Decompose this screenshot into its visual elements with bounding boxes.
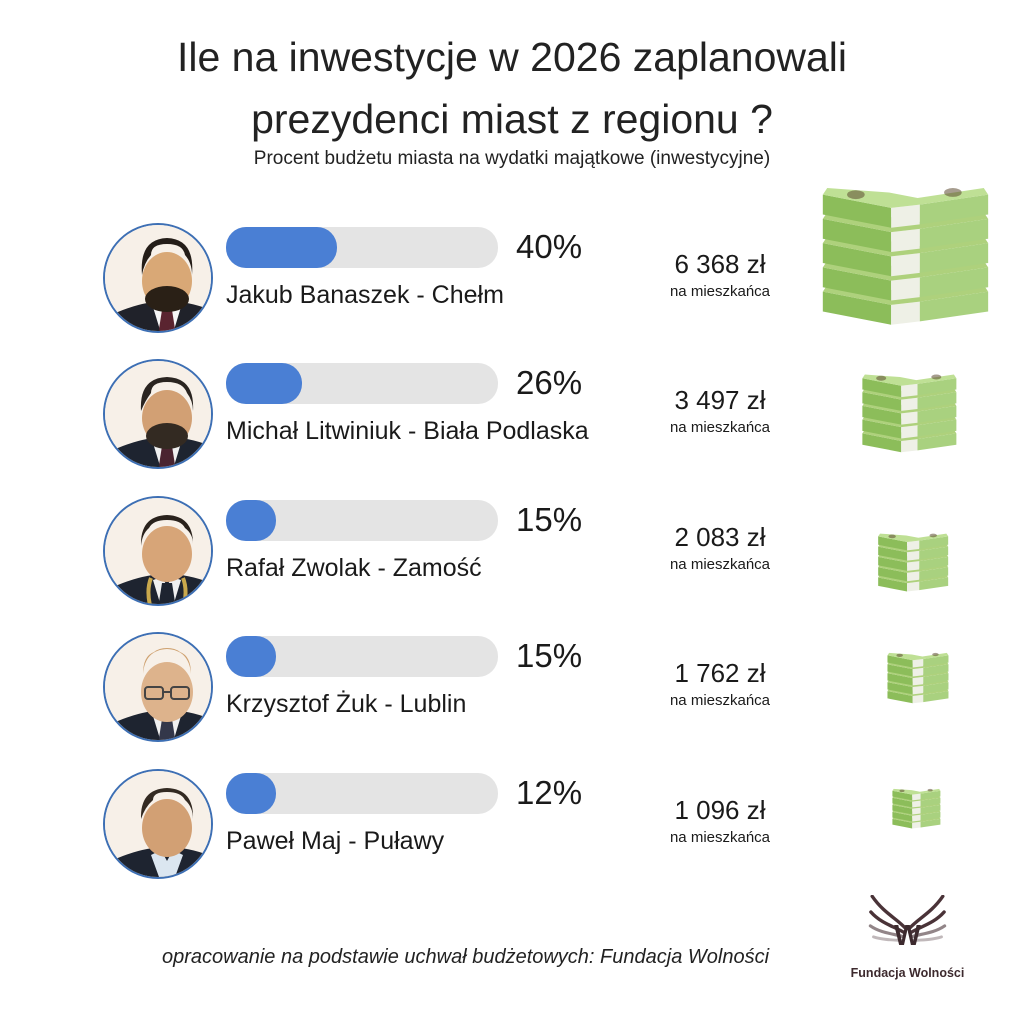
svg-text:W: W	[894, 919, 921, 951]
